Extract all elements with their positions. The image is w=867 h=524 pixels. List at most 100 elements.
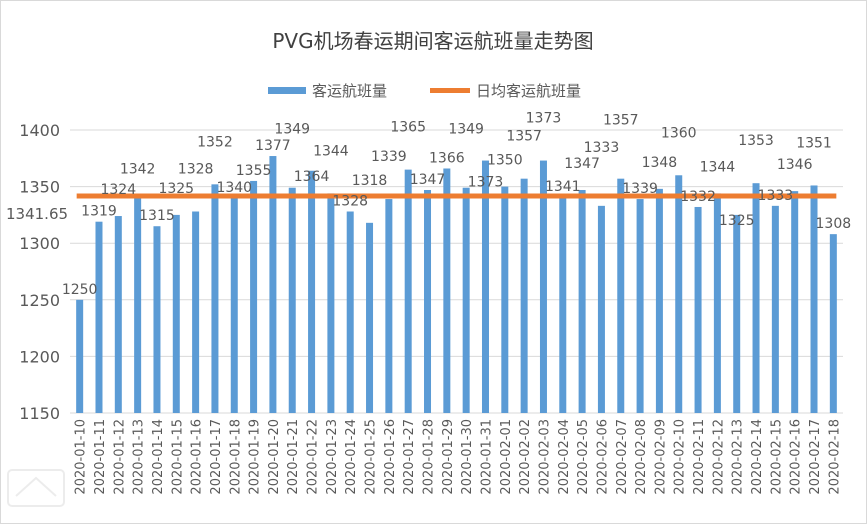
bar <box>424 189 432 413</box>
data-label: 1346 <box>777 157 813 173</box>
x-tick-label: 2020-01-31 <box>479 419 494 495</box>
data-label: 1324 <box>100 182 136 198</box>
x-tick-label: 2020-02-15 <box>769 419 784 495</box>
bar <box>617 178 625 413</box>
data-label: 1340 <box>216 180 252 196</box>
x-tick-label: 2020-02-13 <box>731 419 746 495</box>
data-label: 1344 <box>313 143 349 159</box>
bar <box>771 205 779 413</box>
data-label: 1373 <box>468 175 504 191</box>
x-tick-label: 2020-02-05 <box>576 419 591 495</box>
x-tick-label: 2020-02-16 <box>789 419 804 495</box>
data-label: 1339 <box>371 149 407 165</box>
data-label: 1349 <box>274 122 310 138</box>
data-label: 1347 <box>564 156 600 172</box>
x-tick-label: 2020-02-18 <box>827 419 842 495</box>
bar <box>327 193 335 413</box>
data-label: 1315 <box>139 208 175 224</box>
bar <box>404 169 412 413</box>
x-tick-label: 2020-01-19 <box>248 419 263 495</box>
x-tick-label: 2020-02-06 <box>595 419 610 495</box>
x-tick-label: 2020-01-28 <box>422 419 437 495</box>
bar <box>230 197 238 413</box>
data-label: 1250 <box>62 282 98 298</box>
data-label: 1318 <box>352 173 388 189</box>
data-label: 1332 <box>680 189 716 205</box>
x-tick-label: 2020-01-25 <box>364 419 379 495</box>
x-tick-label: 2020-01-18 <box>228 419 243 495</box>
bar <box>713 193 721 413</box>
x-tick-label: 2020-02-17 <box>808 419 823 495</box>
bar <box>308 170 316 413</box>
x-tick-label: 2020-01-24 <box>344 419 359 495</box>
data-label: 1328 <box>332 194 368 210</box>
legend-swatch-line <box>430 88 470 93</box>
data-label: 1342 <box>120 162 156 178</box>
bar <box>114 216 122 413</box>
data-label: 1339 <box>622 181 658 197</box>
y-tick-label: 1250 <box>19 291 60 310</box>
bar <box>791 191 799 413</box>
bar <box>462 187 470 413</box>
data-label: 1341 <box>545 179 581 195</box>
bar <box>559 196 567 413</box>
data-label: 1347 <box>410 172 446 188</box>
bar <box>539 160 547 413</box>
data-label: 1357 <box>603 113 639 129</box>
y-tick-label: 1400 <box>19 121 60 140</box>
x-tick-label: 2020-02-10 <box>673 419 688 495</box>
x-tick-label: 2020-01-13 <box>132 419 147 495</box>
bar <box>636 199 644 413</box>
data-label: 1344 <box>700 159 736 175</box>
x-tick-label: 2020-01-21 <box>286 419 301 495</box>
data-label: 1325 <box>719 213 755 229</box>
bar <box>694 206 702 413</box>
x-tick-label: 2020-02-04 <box>557 419 572 495</box>
bar <box>675 175 683 413</box>
x-tick-label: 2020-02-02 <box>518 419 533 495</box>
data-label: 1360 <box>661 125 697 141</box>
data-label: 1353 <box>738 133 774 149</box>
average-line-label: 1341.65 <box>6 205 68 223</box>
x-tick-label: 2020-02-01 <box>499 419 514 495</box>
x-tick-label: 2020-01-20 <box>267 419 282 495</box>
bar <box>752 183 760 413</box>
legend: 客运航班量 日均客运航班量 <box>268 82 581 100</box>
data-label: 1355 <box>236 163 272 179</box>
bar <box>385 199 393 413</box>
x-tick-label: 2020-01-11 <box>93 419 108 495</box>
bar <box>346 211 354 413</box>
data-label: 1349 <box>448 122 484 138</box>
chart-title: PVG机场春运期间客运航班量走势图 <box>272 29 593 53</box>
x-tick-label: 2020-01-12 <box>112 419 127 495</box>
data-label: 1373 <box>526 111 562 127</box>
data-label: 1333 <box>758 188 794 204</box>
bar <box>366 222 374 413</box>
x-tick-label: 2020-01-16 <box>190 419 205 495</box>
x-tick-label: 2020-02-09 <box>653 419 668 495</box>
legend-label-line: 日均客运航班量 <box>476 82 581 100</box>
bar <box>810 185 818 413</box>
x-tick-label: 2020-01-27 <box>402 419 417 495</box>
watermark-logo <box>7 469 65 507</box>
bar <box>655 188 663 413</box>
y-tick-label: 1200 <box>19 347 60 366</box>
data-label: 1308 <box>816 216 852 232</box>
bar <box>597 205 605 413</box>
x-tick-label: 2020-02-12 <box>711 419 726 495</box>
data-label: 1328 <box>178 162 214 178</box>
data-label: 1351 <box>796 135 832 151</box>
x-tick-label: 2020-01-10 <box>74 419 89 495</box>
data-label: 1350 <box>487 153 523 169</box>
bar <box>829 234 837 413</box>
x-tick-label: 2020-02-08 <box>634 419 649 495</box>
data-label: 1352 <box>197 134 233 150</box>
x-tick-label: 2020-01-14 <box>151 419 166 495</box>
bar <box>443 168 451 413</box>
bar <box>192 211 200 413</box>
bar <box>153 226 161 413</box>
x-tick-label: 2020-01-17 <box>209 419 224 495</box>
legend-swatch-bar <box>268 87 306 94</box>
data-label: 1319 <box>81 204 117 220</box>
